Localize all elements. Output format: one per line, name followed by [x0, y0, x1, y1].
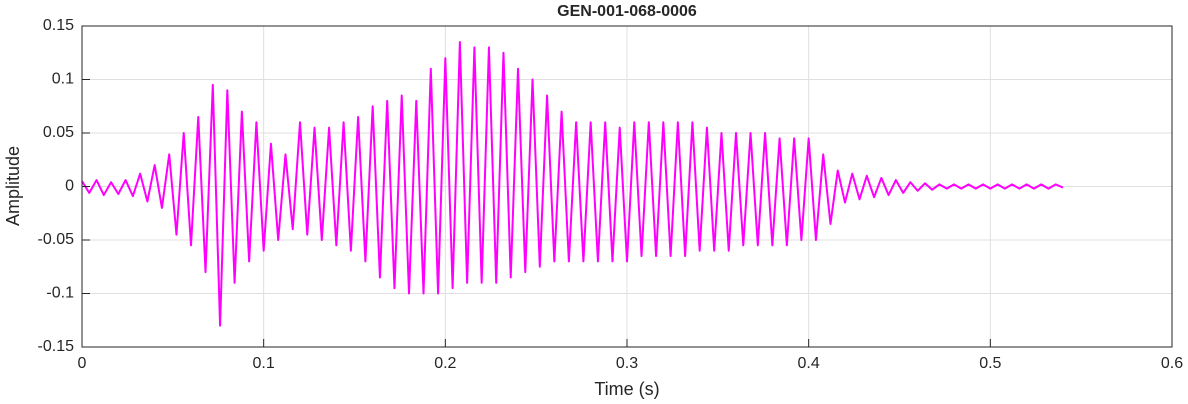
x-axis-label: Time (s)	[594, 379, 659, 399]
x-tick-label: 0.2	[434, 355, 456, 372]
y-tick-label: 0.1	[52, 71, 74, 88]
plot-area	[81, 41, 1064, 327]
y-axis-label: Amplitude	[3, 146, 23, 226]
y-tick-label: -0.1	[46, 285, 74, 302]
x-tick-label: 0.6	[1161, 355, 1183, 372]
chart-title: GEN-001-068-0006	[557, 3, 697, 20]
y-tick-label: 0	[65, 178, 74, 195]
x-tick-label: 0.1	[253, 355, 275, 372]
waveform-line	[81, 41, 1064, 327]
x-tick-label: 0.4	[798, 355, 820, 372]
x-tick-label: 0.5	[979, 355, 1001, 372]
y-tick-label: -0.15	[38, 338, 75, 355]
x-tick-label: 0.3	[616, 355, 638, 372]
y-tick-label: -0.05	[38, 231, 75, 248]
y-tick-label: 0.15	[43, 17, 74, 34]
y-tick-label: 0.05	[43, 124, 74, 141]
x-tick-label: 0	[78, 355, 87, 372]
